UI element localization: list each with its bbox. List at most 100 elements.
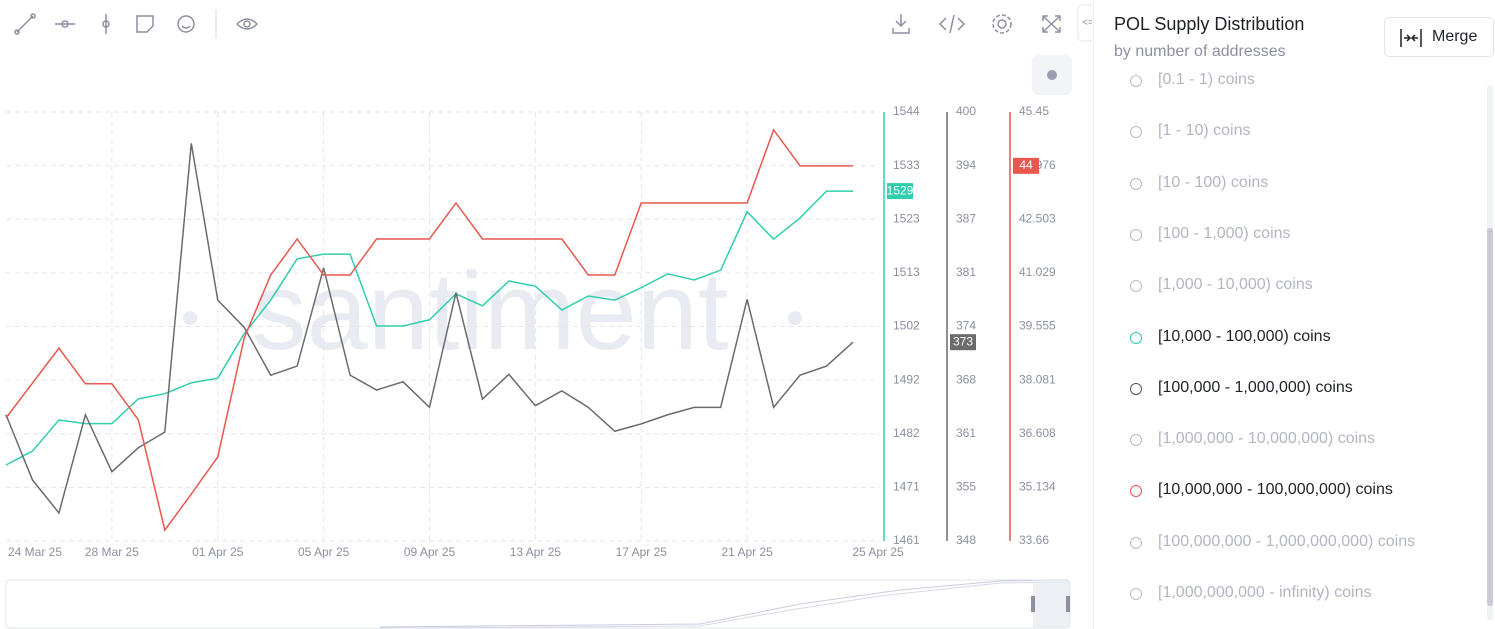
y-tick-label: 1544 bbox=[893, 104, 920, 118]
y-tick-label: 1523 bbox=[893, 211, 920, 225]
watermark: santiment bbox=[252, 250, 729, 373]
axes: 24 Mar 25 28 Mar 25 01 Apr 25 05 Apr 25 09 A… bbox=[8, 104, 1056, 559]
x-tick-label: 13 Apr 25 bbox=[510, 545, 562, 559]
grid bbox=[6, 111, 880, 542]
metric-toggle-icon bbox=[1130, 434, 1142, 447]
y-tick-label: 42.503 bbox=[1019, 211, 1056, 225]
x-tick-label: 17 Apr 25 bbox=[616, 545, 668, 559]
vertical-line-tool[interactable] bbox=[102, 14, 110, 34]
last-value-badge bbox=[1013, 157, 1039, 174]
series-line bbox=[5, 190, 853, 466]
metric-label: [10 - 100) coins bbox=[1158, 173, 1269, 191]
toolbar bbox=[14, 10, 1061, 38]
y-tick-label: 381 bbox=[956, 265, 976, 279]
last-value-label: 373 bbox=[953, 334, 973, 348]
y-tick-label: 1513 bbox=[893, 265, 920, 279]
navigator[interactable] bbox=[5, 579, 1071, 629]
y-tick-label: 387 bbox=[956, 211, 976, 225]
y-tick-label: 1502 bbox=[893, 319, 920, 333]
collapse-sidebar-button[interactable] bbox=[1077, 4, 1092, 42]
metric-toggle-icon bbox=[1130, 228, 1142, 241]
y-tick-label: 1482 bbox=[893, 426, 920, 440]
metric-toggle-icon bbox=[1130, 280, 1142, 293]
y-tick-label: 39.555 bbox=[1019, 319, 1056, 333]
y-tick-label: 45.45 bbox=[1019, 104, 1049, 118]
last-value-label: 1529 bbox=[887, 183, 914, 197]
navigator-handle[interactable] bbox=[1031, 596, 1035, 612]
x-tick-label: 09 Apr 25 bbox=[404, 545, 456, 559]
metric-toggle-icon bbox=[1130, 75, 1142, 87]
record-dot bbox=[1047, 70, 1057, 80]
last-value-label: 44 bbox=[1019, 158, 1033, 172]
metric-label: [0.1 - 1) coins bbox=[1158, 71, 1255, 88]
metric-toggle-icon bbox=[1130, 485, 1142, 498]
navigator-preview bbox=[379, 579, 1069, 628]
x-tick-label: 28 Mar 25 bbox=[85, 545, 139, 559]
metric-toggle-icon bbox=[1130, 177, 1142, 190]
metric-label: [10,000 - 100,000) coins bbox=[1158, 327, 1331, 345]
y-tick-label: 1461 bbox=[893, 533, 920, 547]
scrollbar-thumb[interactable] bbox=[1487, 228, 1493, 606]
lines bbox=[5, 128, 854, 532]
y-tick-label: 36.608 bbox=[1019, 426, 1056, 440]
metric-label: [100,000,000 - 1,000,000,000) coins bbox=[1158, 532, 1416, 550]
metric-toggle-icon bbox=[1130, 588, 1142, 600]
y-tick-label: 361 bbox=[956, 426, 976, 440]
emoji-tool[interactable] bbox=[177, 15, 195, 33]
note-tool[interactable] bbox=[136, 15, 154, 33]
embed-button[interactable] bbox=[938, 14, 966, 34]
y-tick-label: 1492 bbox=[893, 372, 920, 386]
x-tick-label: 05 Apr 25 bbox=[298, 545, 350, 559]
metric-label: [10,000,000 - 100,000,000) coins bbox=[1158, 481, 1393, 499]
metric-toggle-icon bbox=[1130, 126, 1142, 139]
metric-label: [1 - 10) coins bbox=[1158, 122, 1251, 140]
merge-label: Merge bbox=[1432, 28, 1478, 45]
watermark-dot bbox=[183, 311, 197, 325]
merge-button[interactable]: Merge bbox=[1384, 17, 1494, 57]
sidebar: POL Supply Distribution by number of add… bbox=[1093, 0, 1495, 629]
download-button[interactable] bbox=[892, 14, 910, 34]
trend-line-tool[interactable] bbox=[14, 13, 36, 35]
y-tick-label: 400 bbox=[956, 104, 976, 118]
metric-label: [100,000 - 1,000,000) coins bbox=[1158, 378, 1353, 396]
y-tick-label: 348 bbox=[956, 533, 976, 547]
sidebar-subtitle: by number of addresses bbox=[1114, 43, 1286, 60]
horizontal-line-tool[interactable] bbox=[55, 20, 75, 28]
collapse-icon: <= bbox=[1082, 18, 1092, 29]
fullscreen-button[interactable] bbox=[1042, 15, 1061, 33]
x-tick-label: 25 Apr 25 bbox=[852, 545, 904, 559]
series-line bbox=[5, 128, 853, 532]
y-tick-label: 38.081 bbox=[1019, 372, 1056, 386]
metric-label: [1,000 - 10,000) coins bbox=[1158, 276, 1313, 294]
metric-toggle-icon bbox=[1130, 536, 1142, 549]
settings-button[interactable] bbox=[992, 14, 1012, 34]
y-tick-label: 41.029 bbox=[1019, 265, 1056, 279]
metric-toggle-icon bbox=[1130, 382, 1142, 395]
metric-label: [1,000,000,000 - infinity) coins bbox=[1158, 584, 1372, 601]
sidebar-title: POL Supply Distribution bbox=[1114, 14, 1305, 34]
navigator-handle[interactable] bbox=[1066, 596, 1070, 612]
last-value-badge bbox=[950, 334, 976, 351]
y-tick-label: 1533 bbox=[893, 158, 920, 172]
x-tick-label: 21 Apr 25 bbox=[721, 545, 773, 559]
metric-list: [0.1 - 1) coins [1 - 10) coins [10 - 100) … bbox=[1094, 70, 1489, 629]
y-tick-label: 368 bbox=[956, 372, 976, 386]
visibility-tool[interactable] bbox=[235, 18, 259, 30]
y-tick-label: 1471 bbox=[893, 480, 920, 494]
x-tick-label: 24 Mar 25 bbox=[8, 545, 62, 559]
scrollbar[interactable] bbox=[1487, 85, 1493, 620]
y-tick-label: 35.134 bbox=[1019, 480, 1056, 494]
y-tick-label: 355 bbox=[956, 480, 976, 494]
navigator-preview bbox=[379, 581, 1069, 629]
watermark-dot bbox=[788, 311, 802, 325]
series-line bbox=[5, 143, 854, 515]
metric-toggle-icon bbox=[1130, 331, 1142, 344]
x-tick-label: 01 Apr 25 bbox=[192, 545, 244, 559]
chart: santiment 24 Mar 25 28 Mar 25 01 Apr 25 05 … bbox=[5, 4, 1092, 629]
metric-label: [1,000,000 - 10,000,000) coins bbox=[1158, 430, 1376, 448]
y-tick-label: 33.66 bbox=[1019, 533, 1049, 547]
navigator-window[interactable] bbox=[1033, 580, 1070, 628]
y-tick-label: 394 bbox=[956, 158, 976, 172]
metric-label: [100 - 1,000) coins bbox=[1158, 224, 1291, 242]
